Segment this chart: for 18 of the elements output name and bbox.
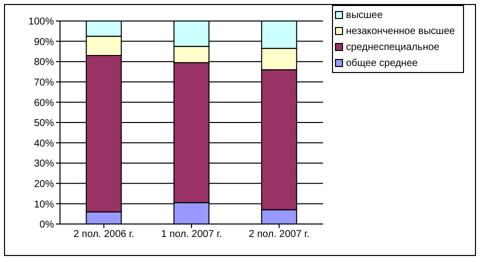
x-tick-label: 2 пол. 2006 г. bbox=[73, 229, 134, 240]
x-tick-label: 1 пол. 2007 г. bbox=[161, 229, 222, 240]
y-tick-label: 60% bbox=[34, 98, 54, 109]
y-tick-label: 40% bbox=[34, 138, 54, 150]
legend-label: высшее bbox=[346, 10, 383, 20]
y-tick-label: 80% bbox=[34, 57, 54, 68]
y-tick-label: 100% bbox=[28, 16, 54, 28]
y-tick-label: 10% bbox=[34, 199, 54, 210]
y-tick-label: 30% bbox=[34, 158, 54, 170]
legend-label: среднеспециальное bbox=[346, 42, 440, 52]
legend-label: незаконченное высшее bbox=[346, 26, 455, 36]
x-tick-label: 2 пол. 2007 г. bbox=[248, 229, 310, 240]
y-tick-label: 90% bbox=[34, 36, 54, 48]
y-tick-label: 20% bbox=[34, 178, 54, 190]
y-tick-label: 50% bbox=[34, 118, 54, 130]
legend-label: общее среднее bbox=[346, 58, 418, 68]
y-tick-label: 0% bbox=[40, 220, 54, 231]
y-tick-label: 70% bbox=[34, 77, 54, 88]
